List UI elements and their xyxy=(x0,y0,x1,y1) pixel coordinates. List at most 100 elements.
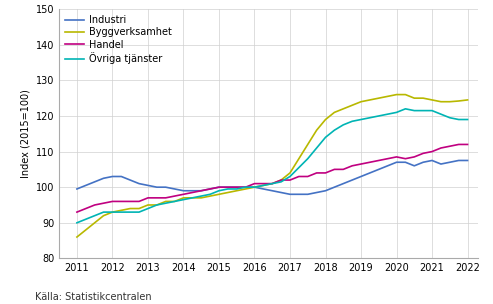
Industri xyxy=(385,164,390,168)
Övriga tjänster xyxy=(180,198,186,202)
Övriga tjänster xyxy=(402,107,408,111)
Industri xyxy=(314,191,319,194)
Övriga tjänster xyxy=(278,180,284,184)
Övriga tjänster xyxy=(74,221,80,225)
Industri xyxy=(456,159,461,162)
Handel xyxy=(260,182,266,185)
Övriga tjänster xyxy=(322,136,328,139)
Övriga tjänster xyxy=(447,116,453,119)
Industri xyxy=(234,185,240,189)
Byggverksamhet xyxy=(251,185,257,189)
Industri xyxy=(438,162,444,166)
Line: Industri: Industri xyxy=(77,161,467,194)
Byggverksamhet xyxy=(269,182,275,185)
Byggverksamhet xyxy=(207,194,213,198)
Handel xyxy=(243,185,248,189)
Handel xyxy=(305,175,311,178)
Byggverksamhet xyxy=(429,98,435,102)
Byggverksamhet xyxy=(136,207,142,210)
Handel xyxy=(216,185,222,189)
Byggverksamhet xyxy=(278,178,284,182)
Byggverksamhet xyxy=(358,100,364,104)
Byggverksamhet xyxy=(393,93,399,96)
Handel xyxy=(456,143,461,146)
Handel xyxy=(198,189,204,192)
Byggverksamhet xyxy=(385,95,390,98)
Byggverksamhet xyxy=(234,189,240,192)
Handel xyxy=(429,150,435,154)
Industri xyxy=(207,187,213,191)
Handel xyxy=(180,192,186,196)
Line: Övriga tjänster: Övriga tjänster xyxy=(77,109,467,223)
Byggverksamhet xyxy=(145,203,151,207)
Industri xyxy=(420,161,426,164)
Övriga tjänster xyxy=(172,200,177,203)
Industri xyxy=(367,171,373,175)
Industri xyxy=(154,185,160,189)
Byggverksamhet xyxy=(456,99,461,103)
Industri xyxy=(278,191,284,194)
Byggverksamhet xyxy=(376,96,382,100)
Byggverksamhet xyxy=(127,207,133,210)
Handel xyxy=(136,200,142,203)
Övriga tjänster xyxy=(83,217,89,221)
Industri xyxy=(189,189,195,192)
Övriga tjänster xyxy=(331,128,337,132)
Industri xyxy=(411,164,417,168)
Övriga tjänster xyxy=(456,118,461,121)
Handel xyxy=(118,200,124,203)
Industri xyxy=(269,189,275,192)
Övriga tjänster xyxy=(251,185,257,189)
Industri xyxy=(287,192,293,196)
Byggverksamhet xyxy=(296,157,302,161)
Industri xyxy=(305,192,311,196)
Byggverksamhet xyxy=(402,93,408,96)
Industri xyxy=(349,178,355,182)
Industri xyxy=(225,185,231,189)
Byggverksamhet xyxy=(349,103,355,107)
Handel xyxy=(376,159,382,162)
Byggverksamhet xyxy=(340,107,346,111)
Övriga tjänster xyxy=(198,194,204,198)
Industri xyxy=(118,175,124,178)
Övriga tjänster xyxy=(163,201,169,205)
Handel xyxy=(447,144,453,148)
Övriga tjänster xyxy=(136,210,142,214)
Industri xyxy=(101,176,106,180)
Handel xyxy=(349,164,355,168)
Industri xyxy=(127,178,133,182)
Industri xyxy=(464,159,470,162)
Övriga tjänster xyxy=(438,112,444,116)
Industri xyxy=(322,189,328,192)
Handel xyxy=(234,185,240,189)
Industri xyxy=(393,161,399,164)
Handel xyxy=(314,171,319,175)
Övriga tjänster xyxy=(92,214,98,217)
Industri xyxy=(331,185,337,189)
Byggverksamhet xyxy=(118,209,124,212)
Övriga tjänster xyxy=(340,123,346,127)
Handel xyxy=(296,175,302,178)
Handel xyxy=(74,210,80,214)
Handel xyxy=(101,201,106,205)
Övriga tjänster xyxy=(411,109,417,112)
Industri xyxy=(402,161,408,164)
Handel xyxy=(393,155,399,159)
Övriga tjänster xyxy=(287,175,293,178)
Industri xyxy=(447,161,453,164)
Handel xyxy=(464,143,470,146)
Övriga tjänster xyxy=(243,185,248,189)
Handel xyxy=(358,162,364,166)
Byggverksamhet xyxy=(438,100,444,104)
Byggverksamhet xyxy=(411,96,417,100)
Industri xyxy=(243,185,248,189)
Byggverksamhet xyxy=(101,214,106,217)
Byggverksamhet xyxy=(154,203,160,207)
Handel xyxy=(411,155,417,159)
Byggverksamhet xyxy=(189,196,195,200)
Övriga tjänster xyxy=(154,203,160,207)
Övriga tjänster xyxy=(296,166,302,169)
Handel xyxy=(402,157,408,161)
Handel xyxy=(251,182,257,185)
Övriga tjänster xyxy=(145,207,151,210)
